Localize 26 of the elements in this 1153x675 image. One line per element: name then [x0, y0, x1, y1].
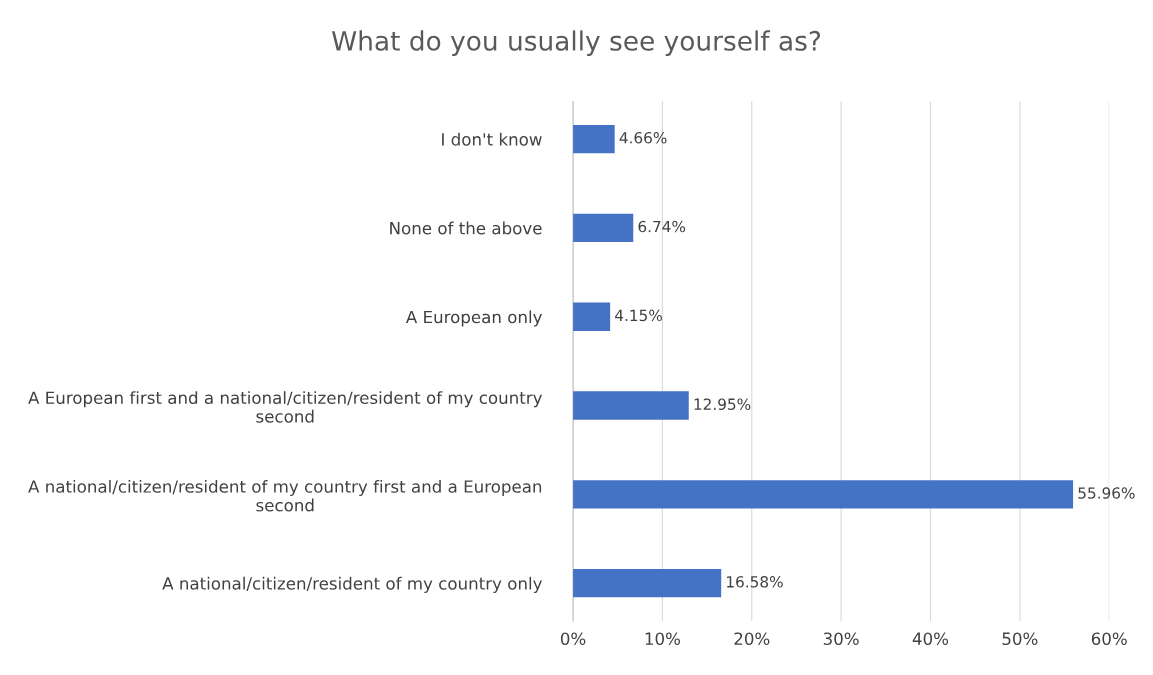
- x-tick-label: 50%: [1002, 632, 1038, 646]
- x-tick-label: 40%: [912, 632, 949, 646]
- bar: [573, 568, 722, 598]
- x-tick-label: 10%: [645, 632, 680, 646]
- bar: [573, 124, 615, 154]
- y-tick-label: A national/citizen/resident of my country first and a European second: [28, 479, 542, 512]
- bar: [573, 391, 689, 420]
- y-tick-label: None of the above: [390, 221, 542, 235]
- data-label: 12.95%: [694, 398, 751, 410]
- y-tick-label: A national/citizen/resident of my country only: [162, 576, 542, 593]
- bar: [573, 480, 1074, 509]
- data-label: 16.58%: [727, 576, 783, 588]
- y-tick-label: I don't know: [442, 132, 542, 146]
- x-tick-label: 0%: [560, 632, 586, 646]
- data-label: 6.74%: [638, 220, 686, 233]
- data-label: 4.66%: [619, 131, 667, 144]
- data-label: 4.15%: [615, 309, 662, 322]
- x-tick-label: 30%: [823, 632, 859, 646]
- y-tick-label: A European only: [405, 310, 542, 327]
- chart-title: What do you usually see yourself as?: [331, 30, 821, 56]
- x-tick-label: 60%: [1091, 632, 1127, 646]
- x-tick-label: 20%: [734, 632, 770, 646]
- bar: [573, 302, 611, 331]
- y-tick-label: A European first and a national/citizen/resident of my country second: [28, 391, 542, 423]
- bar: [573, 213, 634, 243]
- data-label: 55.96%: [1078, 487, 1135, 499]
